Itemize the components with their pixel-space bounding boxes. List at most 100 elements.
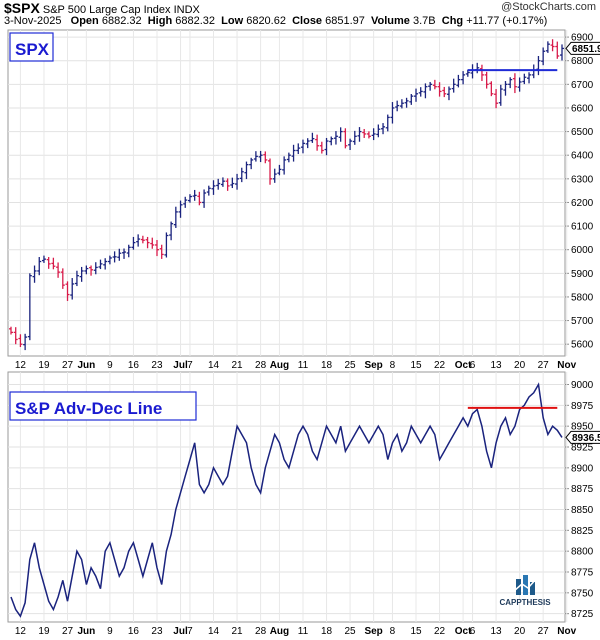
y-tick-label: 8900 <box>571 463 594 474</box>
x-tick-label: 28 <box>255 626 267 637</box>
y-tick-label: 6500 <box>571 127 594 138</box>
y-tick-label: 5700 <box>571 316 594 327</box>
x-tick-label: 23 <box>151 626 163 637</box>
ohlc-bar <box>230 177 235 189</box>
quote-date: 3-Nov-2025 <box>4 15 62 27</box>
ohlc-bar <box>381 123 386 135</box>
y-tick-label: 8925 <box>571 443 594 454</box>
x-tick-label: 25 <box>345 360 357 370</box>
ohlc-bar <box>479 64 484 82</box>
ohlc-bar <box>319 141 324 154</box>
x-tick-label: 8 <box>390 626 396 637</box>
ohlc-bar <box>187 194 192 203</box>
ohlc-bar <box>122 248 127 259</box>
ohlc-bar <box>352 130 357 145</box>
x-tick-label: 19 <box>38 360 50 370</box>
ohlc-bar <box>409 94 414 105</box>
ohlc-bar <box>41 255 46 263</box>
y-tick-label: 5600 <box>571 340 594 351</box>
ohlc-bar <box>197 191 202 206</box>
ohlc-bar <box>150 237 155 249</box>
last-value-text: 8936.5 <box>572 433 600 444</box>
x-tick-label: 11 <box>298 626 309 637</box>
y-tick-label: 6200 <box>571 198 594 209</box>
ohlc-bar <box>154 240 159 257</box>
x-tick-label: 27 <box>62 360 74 370</box>
x-tick-label: 12 <box>15 360 27 370</box>
ohlc-bar <box>456 74 461 88</box>
ohlc-bar <box>84 265 89 275</box>
x-tick-label: 21 <box>231 360 243 370</box>
last-value-tag: 8936.5 <box>565 430 600 444</box>
y-tick-label: 9000 <box>571 380 594 391</box>
ohlc-bar <box>103 258 108 270</box>
close-label: Close <box>292 15 323 27</box>
ohlc-bar <box>527 72 532 84</box>
x-tick-label: 6 <box>470 360 476 370</box>
x-tick-label: 13 <box>491 360 503 370</box>
x-tick-label: 27 <box>62 626 74 637</box>
ohlc-bar <box>555 41 560 59</box>
ohlc-bar <box>244 161 249 180</box>
x-tick-label: Aug <box>270 626 289 637</box>
ohlc-bar <box>376 124 381 138</box>
index-name: S&P 500 Large Cap Index <box>42 4 171 16</box>
quote-row: 3-Nov-2025 Open 6882.32 High 6882.32 Low… <box>4 15 547 27</box>
ohlc-bar <box>428 81 433 91</box>
ohlc-bar <box>484 71 489 89</box>
ohlc-bar <box>211 180 216 195</box>
y-tick-label: 8850 <box>571 505 594 516</box>
x-tick-label: 14 <box>208 626 220 637</box>
ohlc-bar <box>418 87 423 97</box>
x-tick-label: 12 <box>15 626 27 637</box>
ohlc-bar <box>522 73 527 85</box>
x-tick-label: Jun <box>77 626 95 637</box>
ohlc-bar <box>390 102 395 124</box>
ohlc-bar <box>192 189 197 201</box>
x-tick-label: 27 <box>538 360 550 370</box>
chg-value: +11.77 (+0.17%) <box>466 15 548 27</box>
volume-label: Volume <box>371 15 410 27</box>
ohlc-bar <box>423 83 428 99</box>
ohlc-bar <box>305 138 310 149</box>
ohlc-bar <box>296 143 301 155</box>
ohlc-bar <box>27 273 32 341</box>
ohlc-bar <box>51 257 56 270</box>
x-tick-label: 11 <box>298 360 309 370</box>
y-tick-label: 6600 <box>571 103 594 114</box>
low-label: Low <box>221 15 244 27</box>
ohlc-bar <box>291 144 296 162</box>
ohlc-bar <box>131 236 136 250</box>
x-tick-label: Jun <box>77 360 95 370</box>
ohlc-bar <box>13 327 18 345</box>
ohlc-bar <box>282 156 287 175</box>
ohlc-bar <box>366 131 371 139</box>
ohlc-bar <box>46 257 51 269</box>
x-tick-label: 7 <box>187 360 193 370</box>
ohlc-bar <box>414 88 419 102</box>
x-tick-label: 8 <box>390 360 396 370</box>
y-tick-label: 6100 <box>571 222 594 233</box>
ohlc-bar <box>286 152 291 163</box>
ohlc-bar <box>272 168 277 183</box>
ohlc-bar <box>333 131 338 145</box>
ohlc-bar <box>178 200 183 218</box>
title-row: $SPX S&P 500 Large Cap Index INDX <box>4 0 200 16</box>
ohlc-bar <box>494 89 499 109</box>
x-tick-label: 16 <box>128 626 140 637</box>
y-tick-label: 8725 <box>571 609 594 620</box>
ohlc-bar <box>253 151 258 162</box>
ohlc-bar <box>18 334 23 348</box>
ohlc-bar <box>202 189 207 208</box>
ohlc-bar <box>239 167 244 183</box>
ohlc-bar <box>545 41 550 53</box>
x-tick-label: 14 <box>208 360 220 370</box>
ohlc-bar <box>329 136 334 146</box>
ohlc-bar <box>399 99 404 109</box>
y-tick-label: 6800 <box>571 56 594 67</box>
x-tick-label: 15 <box>410 360 422 370</box>
ohlc-bar <box>437 82 442 97</box>
ohlc-bar <box>560 44 564 61</box>
x-tick-label: 9 <box>107 360 113 370</box>
logo-text: CAPPTHESIS <box>499 598 551 607</box>
